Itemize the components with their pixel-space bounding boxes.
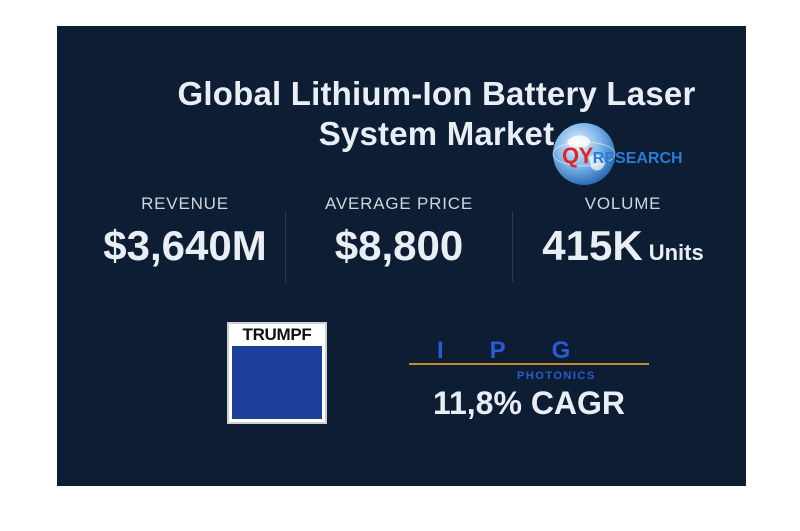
stat-number: $3,640M [103, 222, 267, 269]
stat-number: $8,800 [334, 222, 464, 269]
stat-average-price: AVERAGE PRICE $8,800 [319, 194, 479, 272]
cagr-value: 11,8% CAGR [432, 385, 626, 421]
stat-label: AVERAGE PRICE [324, 194, 473, 213]
trumpf-logo: TRUMPF [227, 322, 327, 424]
trumpf-blue-block [232, 346, 322, 419]
ipg-wordmark: IPG [437, 337, 617, 364]
ipg-photonics-logo: IPG PHOTONICS [409, 338, 649, 388]
stat-number: 415K [542, 222, 643, 269]
stat-label: VOLUME [584, 194, 662, 213]
ipg-subtitle: PHOTONICS [517, 370, 596, 382]
ipg-accent-line [409, 363, 649, 365]
qyr-wordmark: QYRESEARCH [562, 145, 683, 170]
title-line-2: System Market [318, 115, 555, 152]
title-line-1: Global Lithium-Ion Battery Laser [177, 75, 696, 112]
divider [285, 212, 286, 282]
trumpf-wordmark: TRUMPF [242, 325, 312, 344]
stat-revenue: REVENUE $3,640M [85, 194, 285, 272]
stat-unit: Units [648, 240, 704, 265]
stat-value: 415K Units [533, 220, 713, 279]
stat-value: $3,640M [85, 220, 285, 272]
qyr-research-logo: QYRESEARCH [549, 119, 709, 189]
globe-icon [552, 123, 616, 185]
stat-volume: VOLUME 415K Units [533, 194, 713, 279]
page-title: Global Lithium-Ion Battery Laser System … [57, 74, 746, 154]
divider [512, 212, 513, 282]
qyr-prefix: QY [562, 143, 593, 168]
stat-label: REVENUE [141, 194, 229, 213]
infographic-card: Global Lithium-Ion Battery Laser System … [57, 26, 746, 486]
qyr-suffix: RESEARCH [592, 150, 683, 167]
stat-value: $8,800 [319, 220, 479, 272]
